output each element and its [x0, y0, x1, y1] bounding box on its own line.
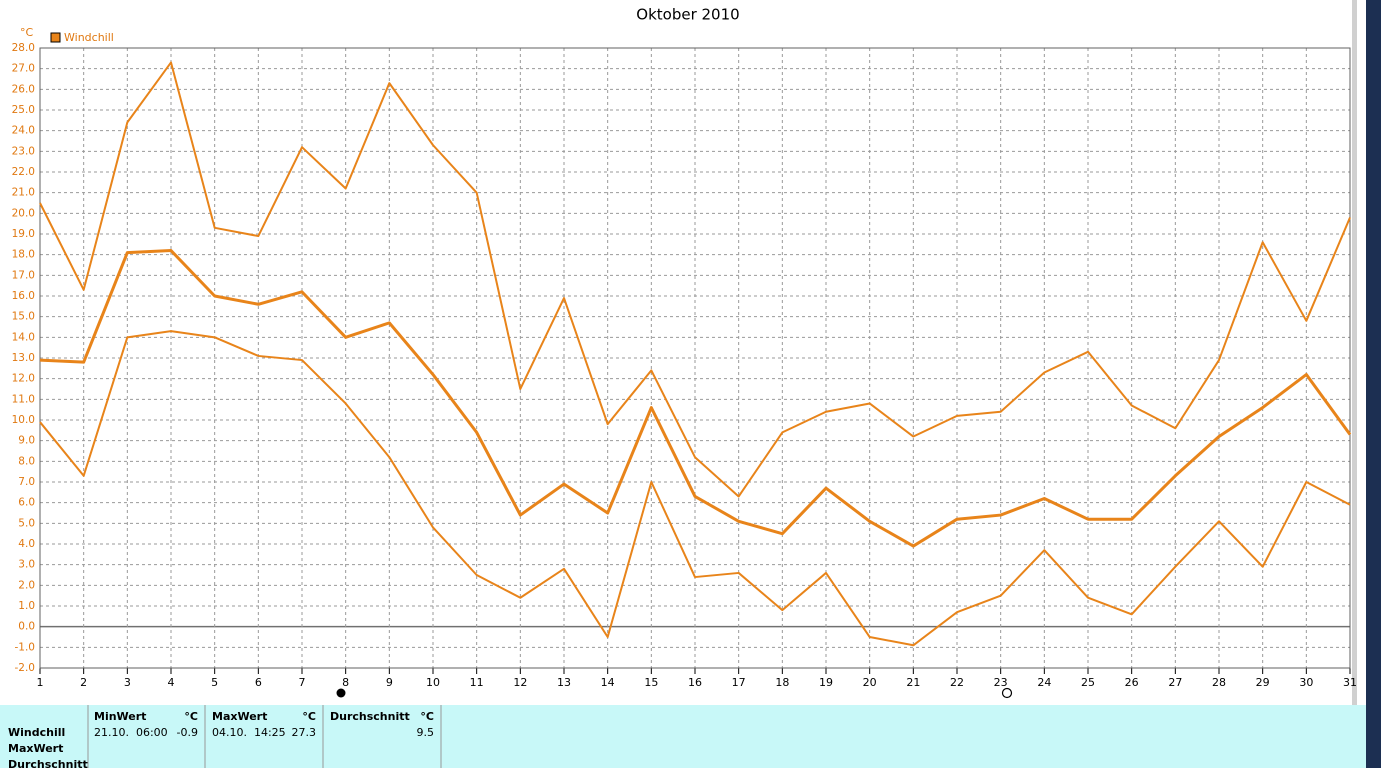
x-tick-label: 30 — [1299, 676, 1313, 689]
y-tick-label: 9.0 — [18, 435, 35, 447]
chart-title: Oktober 2010 — [636, 6, 739, 24]
x-tick-label: 7 — [299, 676, 306, 689]
x-tick-label: 8 — [342, 676, 349, 689]
x-tick-label: 11 — [470, 676, 484, 689]
row-label: Windchill — [8, 726, 65, 739]
y-tick-label: 27.0 — [12, 63, 35, 75]
y-tick-label: 10.0 — [12, 414, 35, 426]
legend-swatch — [50, 32, 61, 43]
column-header: MinWert — [94, 710, 146, 723]
y-tick-label: 11.0 — [12, 393, 35, 405]
desktop-edge — [1366, 0, 1381, 768]
cell-time: 04.10. 14:25 — [212, 726, 286, 739]
x-tick-label: 21 — [906, 676, 920, 689]
y-tick-label: 24.0 — [12, 125, 35, 137]
x-tick-label: 4 — [168, 676, 175, 689]
y-tick-label: 13.0 — [12, 352, 35, 364]
y-tick-label: 18.0 — [12, 249, 35, 261]
x-tick-label: 24 — [1037, 676, 1051, 689]
y-tick-label: 6.0 — [18, 497, 35, 509]
y-tick-label: 0.0 — [18, 621, 35, 633]
y-tick-label: 14.0 — [12, 331, 35, 343]
x-tick-label: 3 — [124, 676, 131, 689]
x-tick-label: 20 — [863, 676, 877, 689]
column-header: MaxWert — [212, 710, 267, 723]
x-tick-label: 10 — [426, 676, 440, 689]
row-label: Durchschnitt — [8, 758, 88, 768]
stats-panel — [0, 705, 1366, 768]
y-tick-label: 15.0 — [12, 311, 35, 323]
y-tick-label: 4.0 — [18, 538, 35, 550]
x-tick-label: 5 — [211, 676, 218, 689]
window-edge — [1352, 0, 1357, 705]
x-tick-label: 17 — [732, 676, 746, 689]
windchill-line — [39, 330, 1351, 647]
cell-time: 21.10. 06:00 — [94, 726, 168, 739]
y-tick-label: 26.0 — [12, 83, 35, 95]
x-tick-label: 15 — [644, 676, 658, 689]
cell-value: 9.5 — [417, 726, 435, 739]
y-tick-label: 25.0 — [12, 104, 35, 116]
y-tick-label: -1.0 — [15, 641, 36, 653]
x-tick-label: 27 — [1168, 676, 1182, 689]
x-tick-label: 22 — [950, 676, 964, 689]
x-tick-label: 18 — [775, 676, 789, 689]
x-tick-label: 12 — [513, 676, 527, 689]
x-tick-label: 2 — [80, 676, 87, 689]
column-unit: °C — [184, 710, 198, 723]
x-tick-label: 19 — [819, 676, 833, 689]
plot-frame — [39, 47, 1351, 669]
x-tick-label: 23 — [994, 676, 1008, 689]
y-tick-label: 8.0 — [18, 455, 35, 467]
x-tick-label: 13 — [557, 676, 571, 689]
column-unit: °C — [302, 710, 316, 723]
cell-value: -0.9 — [177, 726, 198, 739]
y-tick-label: 3.0 — [18, 559, 35, 571]
y-tick-label: 22.0 — [12, 166, 35, 178]
column-unit: °C — [420, 710, 434, 723]
y-tick-label: 2.0 — [18, 579, 35, 591]
y-tick-label: 1.0 — [18, 600, 35, 612]
y-axis-label: °C — [20, 26, 34, 39]
y-tick-label: 28.0 — [12, 42, 35, 54]
x-tick-label: 6 — [255, 676, 262, 689]
legend-label: Windchill — [64, 31, 114, 44]
y-tick-label: 21.0 — [12, 187, 35, 199]
y-tick-label: 16.0 — [12, 290, 35, 302]
y-tick-label: 12.0 — [12, 373, 35, 385]
x-tick-label: 16 — [688, 676, 702, 689]
cell-value: 27.3 — [292, 726, 317, 739]
row-label: MaxWert — [8, 742, 63, 755]
y-tick-label: 7.0 — [18, 476, 35, 488]
y-tick-label: 5.0 — [18, 517, 35, 529]
y-tick-label: -2.0 — [15, 662, 36, 674]
column-header: Durchschnitt — [330, 710, 410, 723]
y-tick-label: 17.0 — [12, 269, 35, 281]
x-tick-label: 14 — [601, 676, 615, 689]
x-tick-label: 28 — [1212, 676, 1226, 689]
x-tick-label: 1 — [37, 676, 44, 689]
x-tick-label: 25 — [1081, 676, 1095, 689]
x-tick-label: 9 — [386, 676, 393, 689]
x-tick-label: 31 — [1343, 676, 1357, 689]
full-moon-icon — [336, 688, 346, 698]
y-tick-label: 20.0 — [12, 207, 35, 219]
windchill-line — [39, 61, 1351, 498]
x-tick-label: 26 — [1125, 676, 1139, 689]
y-tick-label: 23.0 — [12, 145, 35, 157]
new-moon-icon — [1001, 687, 1013, 699]
y-tick-label: 19.0 — [12, 228, 35, 240]
windchill-line — [39, 249, 1352, 548]
plot-area — [39, 47, 1351, 669]
x-tick-label: 29 — [1256, 676, 1270, 689]
